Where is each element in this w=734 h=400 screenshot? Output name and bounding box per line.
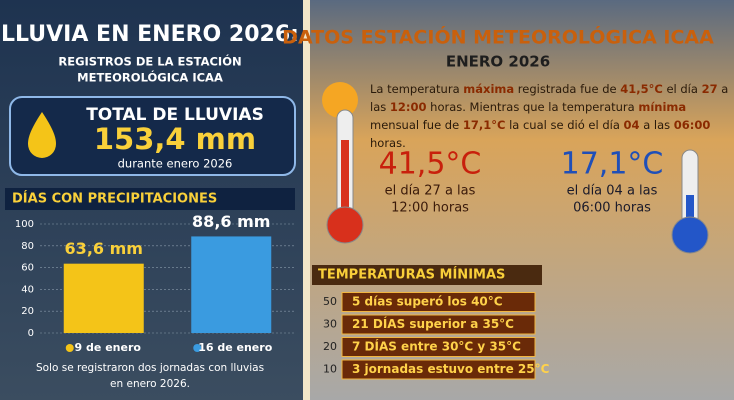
value-label: 88,6 mm bbox=[192, 212, 270, 231]
drop-icon bbox=[28, 112, 56, 158]
max-value: 41,5°C bbox=[379, 147, 482, 182]
footnote: Solo se registraron dos jornadas con llu… bbox=[36, 362, 264, 374]
thermometer-fill bbox=[341, 140, 349, 225]
paragraph-segment: La temperatura bbox=[370, 82, 464, 96]
paragraph-segment: mínima bbox=[638, 100, 687, 114]
y-tick-label: 20 bbox=[21, 306, 34, 317]
y-tick-label: 0 bbox=[28, 328, 34, 339]
paragraph: La temperatura máxima registrada fue de … bbox=[370, 80, 732, 152]
y-tick-label: 60 bbox=[21, 263, 34, 274]
bar bbox=[63, 263, 144, 333]
right-title: DATOS ESTACIÓN METEOROLÓGICA ICAA bbox=[282, 25, 714, 49]
x-tick-label: 16 de enero bbox=[198, 341, 272, 354]
chart-header bbox=[5, 188, 295, 210]
thermometer-fill bbox=[686, 195, 694, 235]
minimas-header bbox=[312, 265, 542, 285]
total-period: durante enero 2026 bbox=[118, 157, 233, 171]
sun-icon bbox=[322, 82, 358, 118]
left-subtitle: METEOROLÓGICA ICAA bbox=[77, 70, 223, 85]
minimas-title: TEMPERATURAS MÍNIMAS bbox=[318, 267, 505, 283]
min-detail: 06:00 horas bbox=[573, 201, 651, 216]
row-text: 21 DÍAS superior a 35°C bbox=[352, 316, 514, 331]
paragraph-segment: horas. Mientras que la temperatura bbox=[426, 100, 639, 114]
max-detail: el día 27 a las bbox=[385, 184, 476, 199]
paragraph-segment: horas. bbox=[370, 136, 406, 150]
row-box bbox=[341, 292, 536, 312]
row-scale: 10 bbox=[323, 363, 337, 376]
row-scale: 50 bbox=[323, 295, 337, 308]
left-subtitle: REGISTROS DE LA ESTACIÓN bbox=[58, 54, 241, 69]
paragraph-segment: mensual fue de bbox=[370, 118, 463, 132]
total-value: 153,4 mm bbox=[94, 122, 256, 156]
max-detail: 12:00 horas bbox=[391, 201, 469, 216]
paragraph-segment: la cual se dió el día bbox=[505, 118, 624, 132]
paragraph-segment: a las bbox=[639, 118, 674, 132]
row-scale: 30 bbox=[323, 318, 337, 331]
row-box bbox=[341, 314, 536, 335]
thermometer-bulb bbox=[671, 216, 709, 254]
right-subtitle: ENERO 2026 bbox=[446, 53, 550, 71]
drop-icon bbox=[193, 344, 202, 352]
total-label: TOTAL DE LLUVIAS bbox=[86, 105, 264, 125]
y-tick-label: 100 bbox=[15, 219, 34, 230]
paragraph-segment: a las bbox=[370, 82, 729, 114]
row-box bbox=[341, 337, 536, 357]
divider bbox=[303, 0, 310, 400]
row-box bbox=[341, 359, 536, 380]
y-tick-label: 80 bbox=[21, 241, 34, 252]
row-text: 5 días superó los 40°C bbox=[352, 295, 503, 309]
paragraph-segment: 27 bbox=[701, 82, 718, 96]
y-tick-label: 40 bbox=[21, 284, 34, 295]
row-text: 3 jornadas estuvo entre 25°C bbox=[352, 362, 550, 376]
total-box bbox=[9, 96, 296, 176]
row-text: 7 DÍAS entre 30°C y 35°C bbox=[352, 339, 521, 354]
paragraph-segment: 17,1°C bbox=[462, 118, 506, 132]
row-scale: 20 bbox=[323, 340, 337, 353]
drop-icon bbox=[65, 344, 74, 352]
paragraph-segment: 04 bbox=[623, 118, 640, 132]
x-tick-label: 9 de enero bbox=[75, 341, 142, 354]
min-detail: el día 04 a las bbox=[567, 184, 658, 199]
thermometer-bulb bbox=[326, 206, 364, 244]
bar bbox=[191, 236, 272, 333]
min-value: 17,1°C bbox=[561, 147, 664, 182]
paragraph-segment: 06:00 bbox=[673, 118, 711, 132]
paragraph-segment: 12:00 bbox=[389, 100, 427, 114]
value-label: 63,6 mm bbox=[65, 239, 143, 258]
paragraph-segment: el día bbox=[662, 82, 702, 96]
left-title: LLUVIA EN ENERO 2026: bbox=[1, 22, 299, 47]
paragraph-segment: registrada fue de bbox=[514, 82, 621, 96]
paragraph-segment: máxima bbox=[463, 82, 515, 96]
paragraph-segment: 41,5°C bbox=[620, 82, 663, 96]
chart-title: DÍAS CON PRECIPITACIONES bbox=[12, 191, 217, 207]
footnote: en enero 2026. bbox=[110, 378, 190, 390]
